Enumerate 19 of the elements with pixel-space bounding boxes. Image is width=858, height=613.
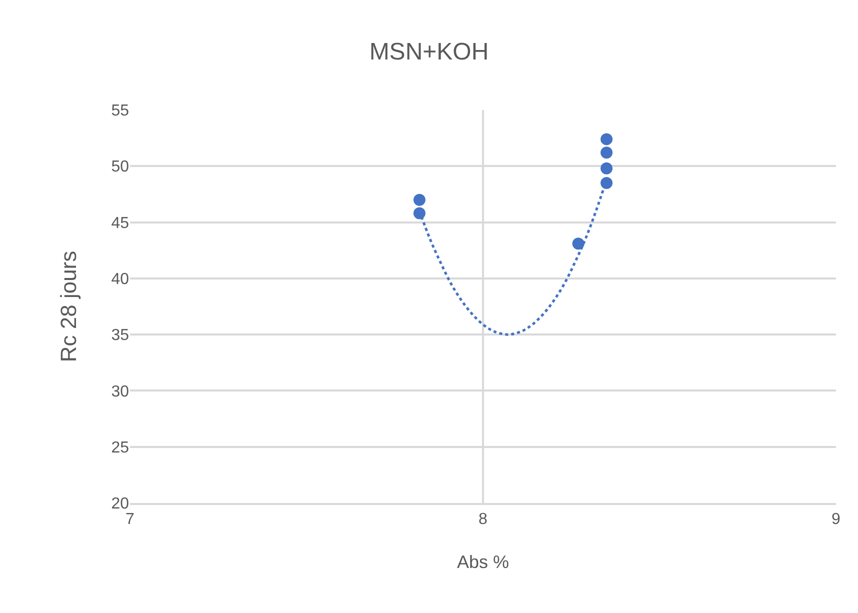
x-tick-label: 9 bbox=[832, 511, 841, 528]
y-tick-label: 40 bbox=[111, 271, 130, 288]
y-tick-label: 20 bbox=[111, 496, 130, 513]
y-tick-label: 55 bbox=[111, 102, 130, 120]
y-tick-label: 30 bbox=[111, 383, 130, 400]
y-tick-label: 35 bbox=[111, 327, 130, 344]
x-axis-title: Abs % bbox=[456, 552, 510, 572]
x-tick-label: 7 bbox=[126, 511, 135, 528]
y-tick-label: 50 bbox=[111, 158, 130, 176]
point bbox=[600, 162, 613, 174]
y-tick-label: 25 bbox=[111, 439, 130, 456]
point bbox=[600, 133, 613, 146]
point bbox=[413, 194, 426, 206]
point bbox=[572, 238, 584, 250]
x-tick-label: 8 bbox=[478, 511, 488, 528]
y-axis-title: Rc 28 jours bbox=[56, 250, 81, 362]
chart-title: MSN+KOH bbox=[369, 38, 489, 66]
point bbox=[600, 146, 613, 159]
y-tick-label: 45 bbox=[111, 214, 130, 232]
